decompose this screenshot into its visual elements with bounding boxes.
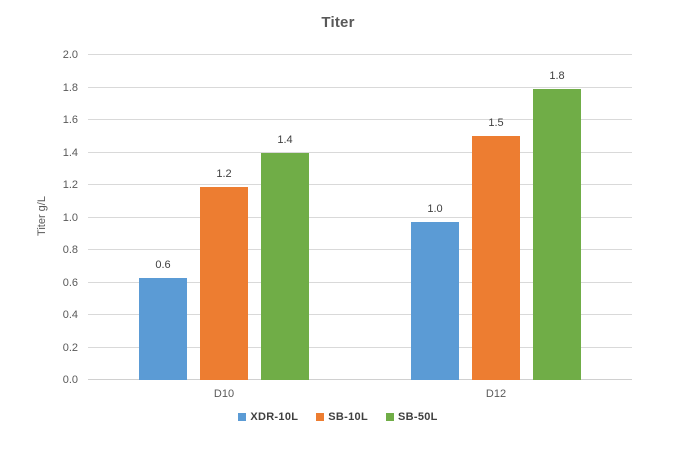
bar-xdr-10l-d10 [139,278,187,380]
y-tick-label: 0.8 [62,244,78,256]
y-tick-label: 1.2 [62,179,78,191]
legend-swatch-icon [385,413,394,421]
chart-title: Titer [321,14,355,31]
gridline [88,346,632,348]
legend-item-xdr-10l: XDR-10L [238,411,298,423]
y-tick-label: 0.6 [62,276,78,289]
gridline [88,249,632,250]
bar-value-label: 1.8 [549,70,565,82]
bar-sb-10l-d10 [200,187,248,380]
y-tick-label: 2.0 [62,49,78,61]
gridline [88,216,632,218]
bar-value-label: 1.2 [216,168,232,180]
gridline [88,86,632,88]
y-tick-label: 0.2 [62,341,78,354]
x-axis-line [88,379,632,380]
gridline [88,151,632,153]
y-tick-label: 1.4 [62,146,78,159]
y-tick-label: 0.4 [62,309,78,321]
legend: XDR-10L SB-10L SB-50L [0,411,676,423]
bar-value-label: 1.4 [277,134,293,146]
legend-item-sb-50l: SB-50L [385,411,438,423]
legend-item-sb-10l: SB-10L [316,411,368,423]
y-tick-label: 1.8 [62,81,78,94]
legend-swatch-icon [238,413,247,421]
legend-label: SB-10L [328,411,368,423]
y-tick-label: 0.0 [62,374,78,386]
legend-swatch-icon [316,413,325,421]
bar-xdr-10l-d12 [411,222,459,380]
gridline [88,314,632,315]
bar-value-label: 0.6 [155,259,171,271]
bar-value-label: 1.5 [488,117,504,129]
bar-value-label: 1.0 [427,203,443,215]
x-category-label: D12 [485,388,507,400]
legend-label: XDR-10L [250,411,299,423]
bar-sb-50l-d10 [261,153,309,380]
plot-area: 0.6 1.2 1.4 1.0 1.5 1.8 [88,54,632,380]
legend-label: SB-50L [397,411,438,423]
gridline [88,119,632,120]
x-category-label: D10 [213,388,235,400]
gridline [88,184,632,185]
bar-sb-10l-d12 [472,136,520,380]
y-tick-label: 1.0 [62,211,78,224]
y-tick-label: 1.6 [62,114,78,126]
gridline [88,281,632,283]
bar-sb-50l-d12 [533,89,581,380]
gridline [88,54,632,55]
